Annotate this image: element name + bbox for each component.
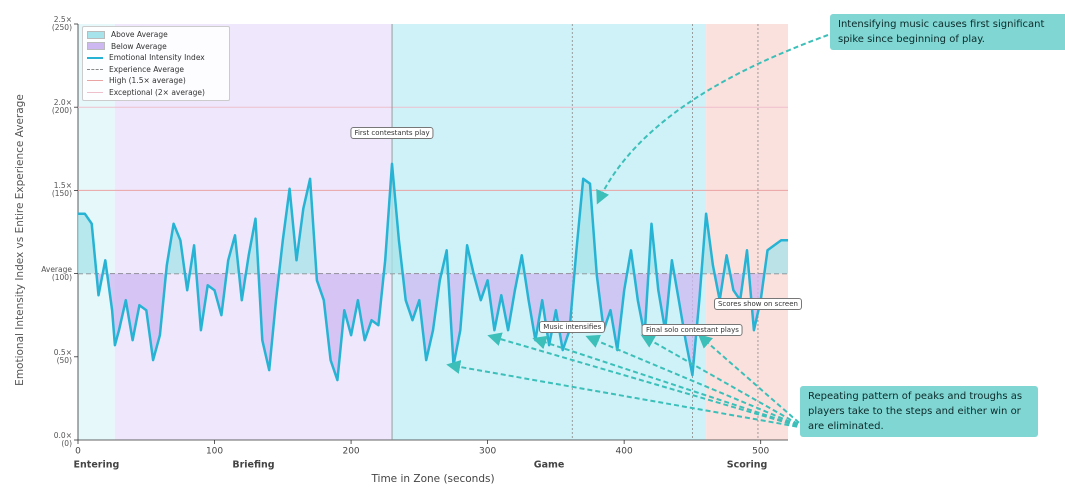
event-label: Scores show on screen	[713, 298, 802, 310]
legend: Above Average Below Average Emotional Inte…	[82, 26, 230, 101]
phase-band	[706, 24, 788, 440]
legend-swatch	[87, 80, 103, 82]
arrow	[596, 34, 829, 205]
arrow	[697, 334, 806, 429]
legend-label: Exceptional (2× average)	[109, 87, 205, 97]
legend-label: Below Average	[111, 41, 167, 51]
phase-layer: Entering Briefing Game Scoring	[74, 24, 788, 471]
area-above	[78, 163, 788, 274]
phase-label: Entering	[74, 460, 120, 471]
arrow	[487, 332, 806, 429]
legend-swatch	[87, 30, 105, 39]
x-tick-label: 500	[752, 447, 769, 457]
y-tick-label: Average (100)	[41, 264, 72, 282]
legend-swatch	[87, 42, 105, 51]
event-label: Final solo contestant plays	[641, 324, 743, 336]
legend-label: Emotional Intensity Index	[109, 53, 205, 63]
legend-item: Experience Average	[87, 64, 225, 76]
plot-layer: 0 100 200 300 400 500	[74, 23, 788, 457]
legend-label: Experience Average	[109, 64, 185, 74]
y-axis-label: Emotional Intensity Index vs Entire Expe…	[14, 94, 26, 386]
legend-item: Emotional Intensity Index	[87, 52, 225, 64]
y-tick-label: 2.0× (200)	[51, 98, 72, 116]
y-tick-label: 0.0× (0)	[53, 431, 72, 448]
arrow	[532, 335, 806, 429]
phase-label: Scoring	[727, 460, 768, 471]
legend-label: High (1.5× average)	[109, 76, 186, 86]
x-tick-label: 100	[206, 447, 223, 457]
series-line	[78, 162, 788, 382]
phase-band	[392, 24, 707, 440]
event-label: Music intensifies	[539, 321, 606, 333]
phase-label: Briefing	[232, 460, 274, 471]
x-axis-label: Time in Zone (seconds)	[370, 473, 494, 485]
legend-item: High (1.5× average)	[87, 75, 225, 87]
arrow	[640, 334, 806, 429]
legend-item: Above Average	[87, 29, 225, 41]
area-below	[96, 273, 765, 381]
callout: Intensifying music causes first signific…	[830, 14, 1065, 50]
arrow	[585, 334, 806, 429]
legend-swatch	[87, 91, 103, 93]
event-label: First contestants play	[350, 127, 434, 139]
y-tick-label: 2.5× (250)	[51, 15, 72, 32]
phase-label: Game	[534, 460, 565, 471]
legend-item: Exceptional (2× average)	[87, 87, 225, 99]
legend-swatch	[87, 68, 103, 70]
x-tick-label: 200	[342, 447, 359, 457]
x-tick-label: 300	[479, 447, 496, 457]
callout: Repeating pattern of peaks and troughs a…	[800, 386, 1038, 437]
x-tick-label: 400	[616, 447, 633, 457]
callout-arrows	[446, 34, 829, 429]
legend-swatch	[87, 56, 103, 59]
arrow	[446, 360, 806, 429]
y-tick-label: 1.5× (150)	[51, 181, 72, 199]
y-tick-label: 0.5× (50)	[53, 347, 72, 365]
legend-label: Above Average	[111, 30, 168, 40]
legend-item: Below Average	[87, 41, 225, 53]
x-tick-label: 0	[75, 447, 81, 457]
